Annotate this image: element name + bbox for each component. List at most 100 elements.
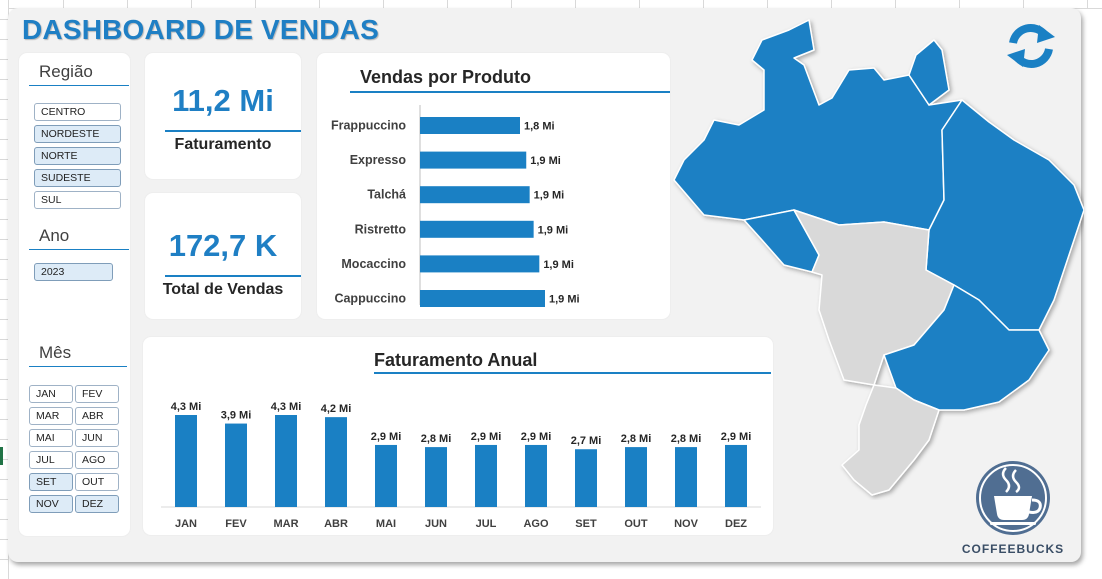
mes-option-fev[interactable]: FEV — [75, 385, 119, 403]
faturamento-bar — [575, 449, 597, 507]
faturamento-data-label: 2,7 Mi — [571, 435, 602, 447]
faturamento-bar — [425, 447, 447, 507]
mes-option-mar[interactable]: MAR — [29, 407, 73, 425]
map-region-norte[interactable] — [673, 19, 963, 231]
mes-option-jan[interactable]: JAN — [29, 385, 73, 403]
faturamento-bar — [475, 444, 497, 507]
regiao-option-sul[interactable]: SUL — [34, 191, 121, 209]
produto-data-label: 1,9 Mi — [534, 190, 565, 202]
refresh-icon — [1007, 24, 1055, 68]
mes-option-nov[interactable]: NOV — [29, 495, 73, 513]
faturamento-month-label: ABR — [324, 518, 348, 530]
filter-panel: Região CENTRO NORDESTE NORTE SUDESTE SUL Ano… — [19, 53, 130, 536]
produto-category-label: Mocaccino — [341, 257, 406, 271]
faturamento-anual-card: Faturamento Anual 4,3 Mi JAN 3,9 Mi FEV 4,3 … — [143, 337, 773, 535]
map-region-norte-amapa[interactable] — [908, 39, 950, 106]
faturamento-data-label: 2,8 Mi — [421, 433, 452, 445]
filter-mes-label: Mês — [29, 343, 127, 367]
kpi-faturamento-label: Faturamento — [174, 136, 272, 153]
faturamento-month-label: AGO — [523, 518, 549, 530]
faturamento-month-label: MAI — [376, 518, 396, 530]
faturamento-month-label: JUN — [425, 518, 447, 530]
produto-category-label: Expresso — [350, 153, 407, 167]
faturamento-month-label: SET — [575, 518, 597, 530]
faturamento-data-label: 4,3 Mi — [171, 401, 202, 413]
faturamento-month-label: OUT — [624, 518, 648, 530]
vendas-produto-card: Vendas por Produto Frappuccino 1,8 Mi Expr… — [317, 53, 670, 319]
faturamento-anual-title: Faturamento Anual — [374, 350, 538, 370]
kpi-faturamento-value: 11,2 Mi — [172, 83, 274, 118]
produto-bar — [420, 151, 527, 169]
regiao-option-centro[interactable]: CENTRO — [34, 103, 121, 121]
kpi-total-vendas-label: Total de Vendas — [162, 281, 284, 298]
kpi-total-vendas-divider — [165, 275, 301, 277]
faturamento-anual-title-line — [374, 372, 771, 374]
faturamento-month-label: JAN — [175, 518, 197, 530]
produto-bar — [420, 117, 520, 134]
kpi-total-vendas-card: 172,7 K Total de Vendas — [145, 193, 301, 319]
faturamento-month-label: NOV — [674, 518, 699, 530]
faturamento-data-label: 2,8 Mi — [621, 433, 652, 445]
ano-option-2023[interactable]: 2023 — [34, 263, 113, 281]
produto-data-label: 1,9 Mi — [538, 224, 569, 236]
produto-category-label: Ristretto — [355, 222, 407, 236]
map-region-sul — [841, 384, 940, 496]
produto-data-label: 1,9 Mi — [549, 294, 580, 306]
produto-data-label: 1,9 Mi — [543, 259, 574, 271]
faturamento-month-label: MAR — [273, 518, 298, 530]
faturamento-bar — [225, 423, 247, 507]
faturamento-data-label: 2,8 Mi — [671, 433, 702, 445]
faturamento-bar — [325, 417, 347, 507]
kpi-faturamento-divider — [165, 130, 301, 132]
mes-option-jul[interactable]: JUL — [29, 451, 73, 469]
regiao-option-norte[interactable]: NORTE — [34, 147, 121, 165]
brand-name: COFFEEBUCKS — [961, 542, 1065, 556]
filter-regiao-label: Região — [29, 62, 129, 86]
produto-category-label: Frappuccino — [331, 119, 406, 133]
mes-option-jun[interactable]: JUN — [75, 429, 119, 447]
produto-category-label: Talchá — [367, 188, 406, 202]
mes-option-mai[interactable]: MAI — [29, 429, 73, 447]
kpi-faturamento-card: 11,2 Mi Faturamento — [145, 53, 301, 179]
faturamento-bar — [725, 444, 747, 507]
mes-option-ago[interactable]: AGO — [75, 451, 119, 469]
vendas-produto-title: Vendas por Produto — [360, 67, 532, 87]
produto-data-label: 1,9 Mi — [530, 155, 561, 167]
faturamento-bar — [375, 444, 397, 507]
regiao-option-sudeste[interactable]: SUDESTE — [34, 169, 121, 187]
produto-bar — [420, 186, 530, 204]
dashboard-title: DASHBOARD DE VENDAS — [22, 14, 379, 45]
faturamento-month-label: DEZ — [725, 518, 747, 530]
produto-bar — [420, 255, 540, 273]
faturamento-data-label: 4,3 Mi — [271, 401, 302, 413]
vendas-produto-chart: Frappuccino 1,8 Mi Expresso 1,9 Mi Talchá 1,9… — [331, 105, 580, 307]
faturamento-data-label: 4,2 Mi — [321, 403, 352, 415]
selected-row-marker — [0, 447, 3, 465]
faturamento-bar — [625, 447, 647, 507]
mes-option-abr[interactable]: ABR — [75, 407, 119, 425]
produto-bar — [420, 220, 534, 238]
regiao-option-nordeste[interactable]: NORDESTE — [34, 125, 121, 143]
faturamento-data-label: 2,9 Mi — [371, 431, 402, 443]
produto-data-label: 1,8 Mi — [524, 121, 555, 133]
kpi-total-vendas-value: 172,7 K — [168, 228, 278, 263]
faturamento-month-label: FEV — [225, 518, 247, 530]
faturamento-bar — [175, 415, 197, 507]
faturamento-data-label: 2,9 Mi — [471, 431, 502, 443]
vendas-produto-title-line — [350, 91, 670, 93]
refresh-button[interactable] — [1003, 21, 1059, 71]
faturamento-bar — [525, 444, 547, 507]
brazil-map — [673, 19, 1084, 496]
faturamento-anual-chart: 4,3 Mi JAN 3,9 Mi FEV 4,3 Mi MAR 4,2 Mi ABR 2,9 … — [161, 401, 761, 530]
dashboard-canvas: DASHBOARD DE VENDAS Região CENTRO NORDEST… — [8, 8, 1084, 562]
mes-option-dez[interactable]: DEZ — [75, 495, 119, 513]
coffee-cup-icon — [976, 461, 1050, 535]
faturamento-data-label: 3,9 Mi — [221, 410, 252, 422]
mes-option-out[interactable]: OUT — [75, 473, 119, 491]
mes-option-set[interactable]: SET — [29, 473, 73, 491]
faturamento-data-label: 2,9 Mi — [521, 431, 552, 443]
map-region-sudeste[interactable] — [883, 284, 1050, 411]
produto-bar — [420, 290, 545, 307]
faturamento-bar — [675, 447, 697, 507]
faturamento-data-label: 2,9 Mi — [721, 431, 752, 443]
